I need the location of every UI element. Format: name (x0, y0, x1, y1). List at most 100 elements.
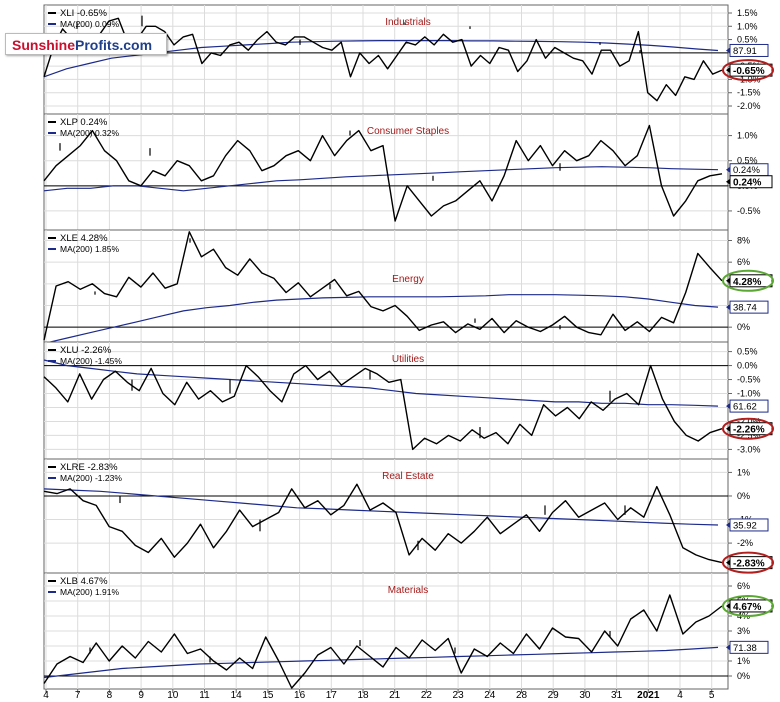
highlight-ellipse (722, 59, 774, 82)
y-tick-label: 0% (737, 671, 750, 681)
panel-frame (43, 4, 729, 115)
current-value-label: 0.24% (733, 178, 761, 189)
ma-value-label: 61.62 (733, 402, 757, 413)
ma200-line (43, 488, 719, 526)
ma-value-pointer (726, 521, 730, 528)
y-tick-label: -0.5% (737, 375, 761, 385)
current-value-label: -2.83% (733, 559, 765, 570)
price-line (43, 231, 723, 341)
ma-value-pointer (726, 166, 730, 173)
x-tick-label: 28 (516, 690, 528, 701)
x-tick-label: 14 (231, 690, 243, 701)
sector-title: Utilities (392, 354, 424, 365)
x-tick-label: 11 (199, 690, 210, 701)
legend-price: XLE 4.28% (60, 233, 108, 244)
x-tick-label: 30 (579, 690, 591, 701)
highlight-ellipse (722, 269, 774, 292)
current-value-label: 4.28% (733, 277, 761, 288)
y-tick-label: 8% (737, 236, 750, 246)
price-line (43, 124, 723, 222)
sunshine-profits-logo[interactable]: SunshineProfits.com (5, 33, 167, 55)
y-tick-label: 0.0% (737, 361, 758, 371)
x-tick-label: 18 (357, 690, 369, 701)
current-value-label: -2.26% (733, 425, 765, 436)
x-tick-label: 10 (167, 690, 179, 701)
legend-ma: MA(200) 1.85% (60, 244, 119, 254)
ma200-line (43, 646, 719, 679)
sector-title: Materials (388, 585, 429, 596)
y-tick-label: -2.0% (737, 416, 761, 426)
panel-4: 0.5%0.0%-0.5%-1.0%-1.5%-2.0%-2.5%-3.0%XL… (43, 341, 774, 460)
current-value-label: -0.65% (733, 66, 765, 77)
x-tick-label: 4 (677, 690, 683, 701)
y-tick-label: 1.5% (737, 8, 758, 18)
ma-value-pointer (726, 644, 730, 651)
panel-5: 1%0%-1%-2%XLRE -2.83%MA(200) -1.23%Real … (43, 458, 774, 574)
ma200-line (43, 359, 719, 407)
current-value-label: 4.67% (733, 602, 761, 613)
y-tick-label: 0% (737, 491, 750, 501)
highlight-ellipse (722, 594, 774, 617)
x-tick-label: 15 (262, 690, 274, 701)
y-tick-label: 1.0% (737, 21, 758, 31)
logo-text-profits: Profits (75, 37, 120, 53)
sector-title: Energy (392, 274, 424, 285)
price-line (43, 483, 723, 564)
sector-title: Industrials (385, 17, 431, 28)
x-tick-label: 21 (389, 690, 401, 701)
logo-text-sunshine: Sunshine (12, 37, 76, 53)
x-tick-label: 4 (43, 690, 49, 701)
current-value-pointer (726, 67, 730, 74)
current-value-pointer (726, 602, 730, 609)
x-tick-label: 17 (326, 690, 338, 701)
legend-ma: MA(200) 0.09% (60, 19, 119, 29)
y-tick-label: 3% (737, 626, 750, 636)
panel-6: 6%5%4%3%2%1%0%XLB 4.67%MA(200) 1.91%Mate… (43, 572, 774, 690)
y-tick-label: -2.0% (737, 101, 761, 111)
y-tick-label: 6% (737, 581, 750, 591)
logo-text-dotcom: .com (119, 37, 153, 53)
ma-value-label: 71.38 (733, 643, 757, 654)
y-tick-label: -1.0% (737, 389, 761, 399)
ma-value-label: 0.24% (733, 165, 760, 176)
ma-value-pointer (726, 304, 730, 311)
legend-ma: MA(200) 1.91% (60, 587, 119, 597)
ma-value-pointer (726, 47, 730, 54)
panel-3: 8%6%4%2%0%XLE 4.28%MA(200) 1.85%Energy38… (43, 229, 774, 344)
panel-frame (43, 458, 729, 574)
y-tick-label: 1.0% (737, 131, 758, 141)
y-tick-label: -1.5% (737, 88, 761, 98)
x-tick-label: 16 (294, 690, 306, 701)
ma-value-label: 38.74 (733, 303, 757, 314)
x-tick-label: 23 (453, 690, 465, 701)
x-tick-label: 2021 (637, 690, 660, 701)
y-tick-label: 0.5% (737, 35, 758, 45)
current-value-pointer (726, 277, 730, 284)
highlight-ellipse (722, 417, 774, 440)
y-tick-label: 0.5% (737, 156, 758, 166)
ma200-line (43, 166, 719, 192)
x-tick-label: 8 (107, 690, 113, 701)
x-tick-label: 22 (421, 690, 433, 701)
x-tick-label: 5 (709, 690, 715, 701)
sector-title: Consumer Staples (367, 126, 449, 137)
y-tick-label: 0.5% (737, 347, 758, 357)
y-tick-label: -2% (737, 538, 753, 548)
y-tick-label: -2.5% (737, 430, 761, 440)
y-tick-label: 0% (737, 322, 750, 332)
panel-frame (43, 229, 729, 343)
ma-value-label: 87.91 (733, 46, 757, 57)
price-line (43, 364, 723, 451)
legend-ma: MA(200) 0.32% (60, 128, 119, 138)
panel-1: 1.5%1.0%0.5%0.0%-0.5%-1.0%-1.5%-2.0%XLI … (43, 4, 774, 115)
price-line (43, 17, 723, 102)
x-tick-label: 7 (75, 690, 81, 701)
legend-price: XLRE -2.83% (60, 462, 118, 473)
x-tick-label: 29 (548, 690, 560, 701)
legend-ma: MA(200) -1.45% (60, 356, 122, 366)
y-tick-label: -0.5% (737, 206, 761, 216)
panel-2: 1.0%0.5%0.0%-0.5%XLP 0.24%MA(200) 0.32%C… (43, 113, 773, 231)
x-tick-label: 24 (484, 690, 496, 701)
x-tick-label: 9 (138, 690, 144, 701)
